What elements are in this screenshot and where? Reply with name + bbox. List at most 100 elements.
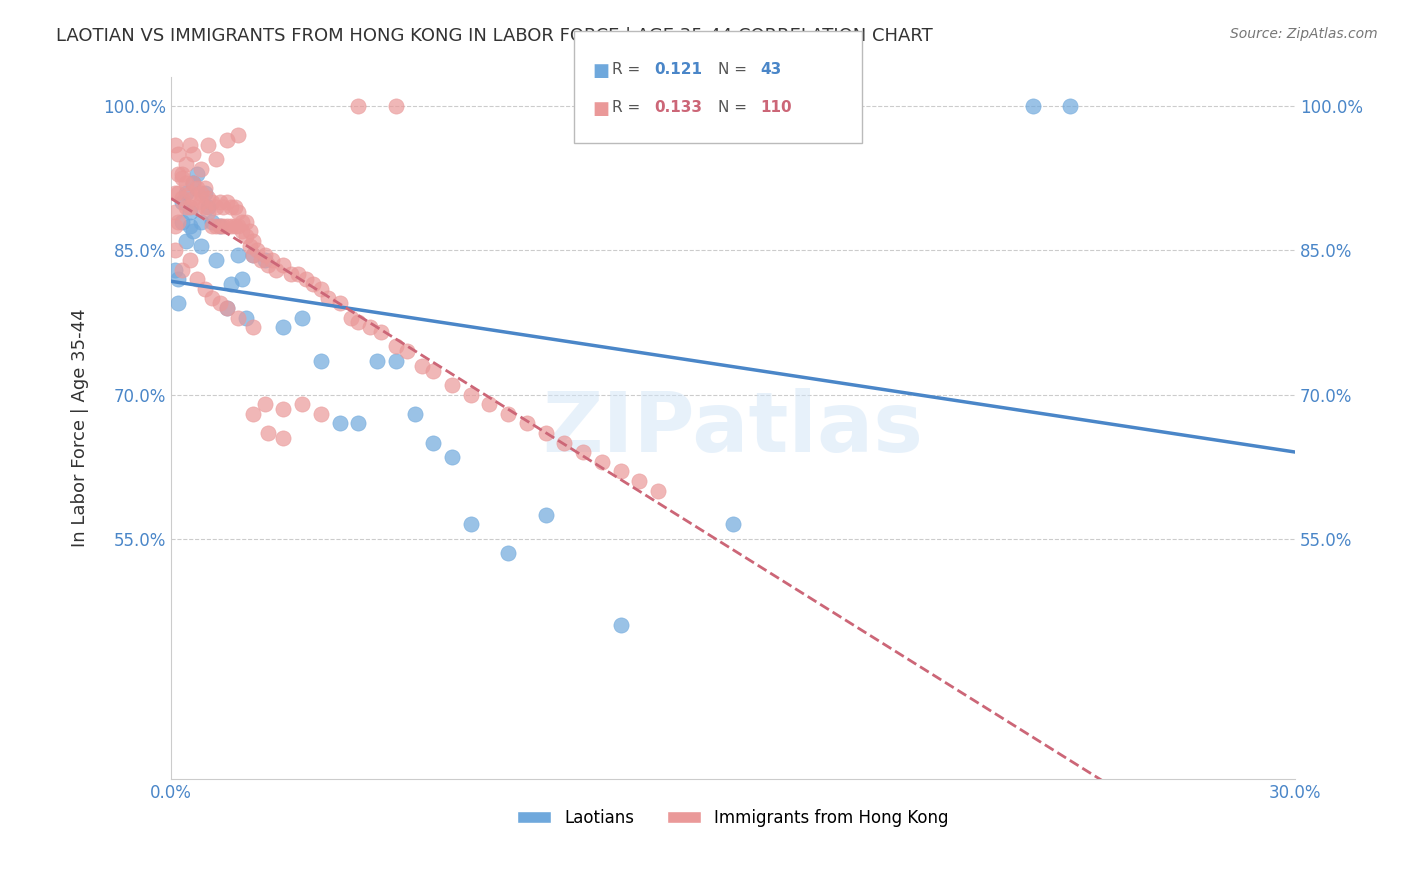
Point bbox=[212, 219, 235, 234]
Point bbox=[217, 195, 239, 210]
Point bbox=[253, 397, 276, 411]
Point bbox=[167, 186, 190, 200]
Point bbox=[201, 214, 224, 228]
Point bbox=[217, 133, 239, 147]
Point bbox=[572, 445, 595, 459]
Point bbox=[163, 244, 186, 258]
Point bbox=[167, 147, 190, 161]
Point bbox=[183, 176, 205, 190]
Point bbox=[440, 378, 463, 392]
Point bbox=[329, 296, 352, 310]
Point bbox=[478, 397, 501, 411]
Point bbox=[167, 272, 190, 286]
Point bbox=[190, 195, 212, 210]
Point bbox=[347, 99, 370, 113]
Text: 43: 43 bbox=[761, 62, 782, 78]
Point bbox=[172, 262, 194, 277]
Point bbox=[262, 252, 284, 267]
Point bbox=[242, 320, 264, 334]
Point bbox=[208, 219, 231, 234]
Point bbox=[205, 200, 228, 214]
Point bbox=[228, 310, 250, 325]
Point bbox=[553, 435, 575, 450]
Point bbox=[179, 219, 201, 234]
Point bbox=[163, 219, 186, 234]
Point bbox=[174, 157, 197, 171]
Point bbox=[460, 517, 482, 532]
Point bbox=[264, 262, 287, 277]
Point bbox=[194, 282, 217, 296]
Point bbox=[404, 407, 426, 421]
Point bbox=[422, 363, 444, 377]
Point bbox=[228, 128, 250, 142]
Point bbox=[318, 292, 340, 306]
Point bbox=[208, 296, 231, 310]
Point bbox=[179, 137, 201, 152]
Point bbox=[163, 186, 186, 200]
Point bbox=[295, 272, 318, 286]
Point bbox=[1022, 99, 1045, 113]
Point bbox=[201, 292, 224, 306]
Point bbox=[228, 248, 250, 262]
Point bbox=[496, 546, 519, 560]
Point bbox=[190, 238, 212, 252]
Point bbox=[340, 310, 363, 325]
Point bbox=[347, 316, 370, 330]
Point bbox=[224, 219, 246, 234]
Point bbox=[239, 238, 262, 252]
Point bbox=[411, 359, 433, 373]
Text: ZIPatlas: ZIPatlas bbox=[543, 388, 924, 468]
Point bbox=[609, 464, 631, 478]
Point bbox=[385, 339, 408, 353]
Point bbox=[217, 301, 239, 315]
Point bbox=[194, 200, 217, 214]
Point bbox=[273, 320, 295, 334]
Text: 110: 110 bbox=[761, 100, 792, 115]
Point bbox=[205, 252, 228, 267]
Point bbox=[366, 354, 388, 368]
Point bbox=[167, 167, 190, 181]
Point bbox=[183, 147, 205, 161]
Point bbox=[422, 435, 444, 450]
Point bbox=[721, 517, 744, 532]
Text: R =: R = bbox=[612, 100, 645, 115]
Point bbox=[224, 200, 246, 214]
Point bbox=[163, 262, 186, 277]
Point bbox=[534, 425, 557, 440]
Point bbox=[385, 354, 408, 368]
Point bbox=[219, 200, 242, 214]
Point bbox=[172, 171, 194, 186]
Point bbox=[167, 214, 190, 228]
Point bbox=[235, 229, 257, 244]
Point bbox=[239, 224, 262, 238]
Point bbox=[231, 272, 253, 286]
Point bbox=[347, 417, 370, 431]
Point bbox=[194, 186, 217, 200]
Point bbox=[280, 268, 302, 282]
Point bbox=[242, 248, 264, 262]
Point bbox=[287, 268, 309, 282]
Point bbox=[217, 219, 239, 234]
Point bbox=[179, 252, 201, 267]
Point bbox=[253, 248, 276, 262]
Point bbox=[273, 401, 295, 416]
Point bbox=[183, 224, 205, 238]
Point bbox=[257, 425, 280, 440]
Point bbox=[309, 282, 332, 296]
Point bbox=[208, 219, 231, 234]
Point bbox=[242, 407, 264, 421]
Point bbox=[496, 407, 519, 421]
Point bbox=[186, 272, 208, 286]
Point bbox=[190, 186, 212, 200]
Point bbox=[628, 474, 651, 488]
Point bbox=[1059, 99, 1081, 113]
Point bbox=[273, 431, 295, 445]
Point bbox=[174, 234, 197, 248]
Text: N =: N = bbox=[718, 62, 752, 78]
Point bbox=[167, 296, 190, 310]
Point bbox=[190, 161, 212, 176]
Point bbox=[217, 301, 239, 315]
Point bbox=[172, 190, 194, 204]
Point bbox=[309, 407, 332, 421]
Point bbox=[174, 176, 197, 190]
